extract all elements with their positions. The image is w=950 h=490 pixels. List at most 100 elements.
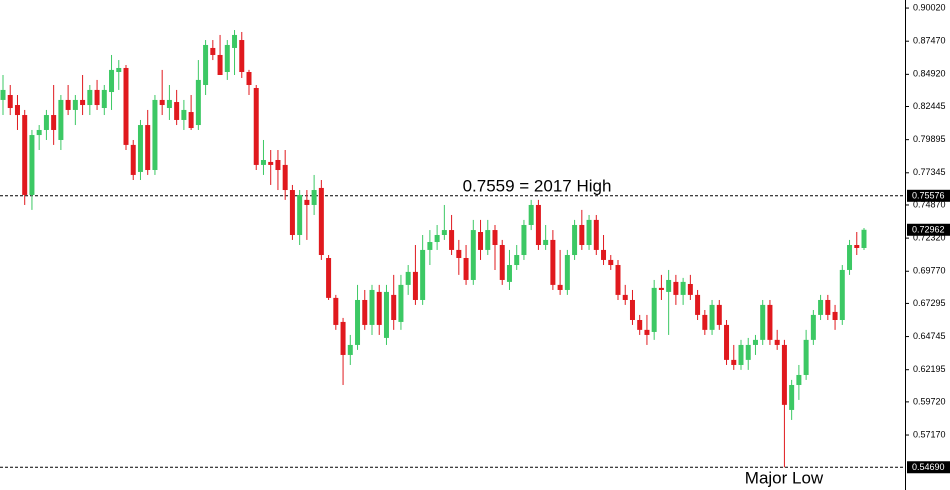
candle-body (188, 112, 194, 129)
candle-body (767, 304, 773, 340)
candle-body (731, 359, 737, 365)
candle-body (109, 69, 115, 93)
candle-body (716, 304, 722, 325)
candle-body (101, 89, 107, 109)
candle-body (543, 239, 549, 245)
candle-body (51, 115, 57, 130)
candle-body (405, 271, 411, 285)
candle-body (297, 194, 303, 235)
candle-body (203, 44, 209, 86)
candle-body (745, 344, 751, 360)
candle-body (550, 239, 556, 285)
candle-body (181, 109, 187, 120)
candle-body (253, 87, 259, 165)
candle-body (622, 294, 628, 300)
candle-body (174, 102, 180, 120)
candle-body (14, 105, 20, 116)
candle-body (123, 67, 129, 145)
candle-body (528, 204, 534, 225)
candle-body (369, 289, 375, 325)
candle-body (333, 297, 339, 325)
candle-body (36, 129, 42, 136)
candle-body (383, 291, 389, 338)
price-line-box (907, 461, 950, 474)
candle-body (326, 257, 332, 298)
last-price-label: 0.72962 (912, 225, 945, 235)
candle-body (861, 229, 867, 248)
candle-body (774, 339, 780, 345)
candle-body (441, 230, 447, 235)
candle-body (572, 224, 578, 256)
candle-body (760, 304, 766, 340)
candle-body (65, 99, 71, 110)
candle-body (601, 249, 607, 260)
candle-body (579, 224, 585, 245)
candle-body (224, 44, 230, 73)
candle-body (0, 89, 6, 100)
y-tick-label: 0.77345 (913, 167, 946, 177)
candle-body (521, 224, 527, 256)
candle-body (376, 291, 382, 325)
candle-body (318, 187, 324, 256)
candle-body (94, 89, 100, 106)
price-line-box (907, 189, 950, 202)
candle-body (232, 34, 238, 48)
candle-body (449, 230, 455, 250)
candle-body (427, 242, 433, 250)
candle-body (702, 314, 708, 330)
candle-body (145, 125, 151, 171)
candle-body (137, 125, 143, 172)
candle-body (485, 230, 491, 250)
y-tick-label: 0.59720 (913, 396, 946, 406)
candle-body (535, 204, 541, 245)
candle-body (586, 219, 592, 245)
candle-body (724, 324, 730, 360)
candle-body (260, 159, 266, 165)
candle-body (420, 249, 426, 300)
candle-body (709, 304, 715, 330)
candle-body (673, 281, 679, 295)
candle-body (58, 99, 64, 140)
candle-body (514, 255, 520, 266)
candle-body (289, 190, 295, 235)
candle-body (43, 115, 49, 130)
candle-body (506, 265, 512, 282)
candle-body (282, 164, 288, 191)
y-tick-label: 0.62195 (913, 364, 946, 374)
candle-body (7, 95, 13, 109)
candle-body (87, 89, 93, 106)
candle-body (825, 299, 831, 315)
candle-body (658, 287, 664, 290)
candle-body (340, 321, 346, 355)
candle-body (434, 234, 440, 243)
candle-body (738, 344, 744, 365)
candle-body (72, 99, 78, 110)
candle-body (152, 99, 158, 171)
candle-body (275, 159, 281, 171)
candle-body (499, 245, 505, 280)
candle-body (391, 294, 397, 320)
candle-body (478, 232, 484, 250)
candle-body (832, 311, 838, 320)
candle-body (355, 299, 361, 345)
price-line-label: 0.54690 (912, 462, 945, 472)
candle-body (195, 79, 201, 126)
candle-body (362, 299, 368, 325)
candle-body (239, 40, 245, 73)
candle-body (695, 294, 701, 315)
candle-body (246, 72, 252, 86)
y-tick-label: 0.87470 (913, 36, 946, 46)
candle-body (470, 230, 476, 280)
candle-body (839, 269, 845, 320)
y-tick-label: 0.90020 (913, 2, 946, 12)
candle-body (666, 279, 672, 292)
candle-body (847, 245, 853, 270)
y-tick-label: 0.82445 (913, 101, 946, 111)
candle-body (629, 299, 635, 320)
candle-body (304, 199, 310, 205)
candle-body (608, 259, 614, 266)
candle-body (752, 339, 758, 345)
y-tick-label: 0.67295 (913, 298, 946, 308)
annotation: Major Low (745, 469, 824, 488)
